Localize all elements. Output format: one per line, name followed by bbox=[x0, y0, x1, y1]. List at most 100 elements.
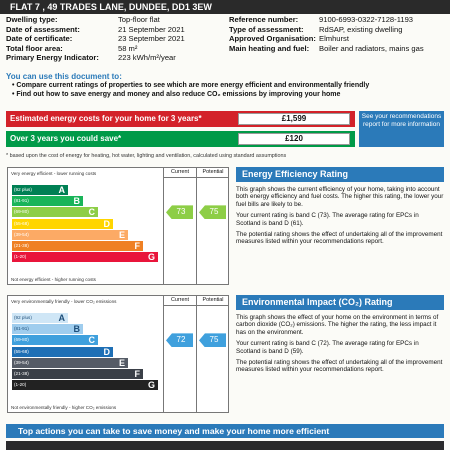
property-info-left: Dwelling type: Top-floor flat Date of ass… bbox=[6, 15, 218, 63]
info-row: Date of assessment: 21 September 2021 bbox=[6, 25, 218, 35]
recommendations-box: See your recommendations report for more… bbox=[359, 111, 444, 147]
info-key: Date of certificate: bbox=[6, 34, 73, 43]
rating-band-f: (21-38) F bbox=[12, 369, 143, 379]
chart-top-caption: Very environmentally friendly - lower CO… bbox=[11, 299, 117, 304]
band-range: (69-80) bbox=[14, 209, 29, 215]
potential-rating-arrow: 75 bbox=[199, 205, 226, 220]
info-key: Approved Organisation: bbox=[229, 34, 316, 43]
band-range: (1-20) bbox=[14, 382, 27, 388]
property-info-right: Reference number: 9100-6993-0322-7128-119… bbox=[229, 15, 447, 53]
info-value: 9100-6993-0322-7128-1193 bbox=[319, 15, 414, 24]
info-key: Main heating and fuel: bbox=[229, 43, 310, 53]
info-value: Elmhurst bbox=[319, 34, 349, 43]
column-divider bbox=[196, 296, 197, 412]
column-divider bbox=[163, 168, 164, 284]
panel-paragraph: Your current rating is band C (73). The … bbox=[236, 212, 419, 227]
panel-paragraph: Your current rating is band C (72). The … bbox=[236, 340, 419, 355]
savings-label: Over 3 years you could save* bbox=[10, 134, 122, 143]
energy-efficiency-chart: Very energy efficient - lower running co… bbox=[7, 167, 229, 285]
info-key: Dwelling type: bbox=[6, 15, 58, 24]
panel-title: Environmental Impact (CO₂) Rating bbox=[236, 295, 444, 310]
header-divider bbox=[163, 177, 228, 178]
panel-title: Energy Efficiency Rating bbox=[236, 167, 444, 182]
use-document-bullets: • Compare current ratings of properties … bbox=[12, 82, 369, 99]
energy-efficiency-panel: Energy Efficiency Rating This graph show… bbox=[236, 167, 444, 246]
potential-rating-arrow: 75 bbox=[199, 333, 226, 348]
info-row: Main heating and fuel: Boiler and radiato… bbox=[229, 44, 447, 54]
rating-band-c: (69-80) C bbox=[12, 335, 98, 346]
band-range: (39-54) bbox=[14, 359, 29, 365]
table-header-strip bbox=[6, 441, 444, 450]
info-key: Type of assessment: bbox=[229, 24, 304, 34]
rating-band-a: (92 plus) A bbox=[12, 185, 68, 195]
chart-bottom-caption: Not energy efficient - higher running co… bbox=[11, 277, 96, 282]
current-column-header: Current bbox=[171, 297, 189, 303]
panel-paragraph: The potential rating shows the effect of… bbox=[236, 231, 443, 246]
band-range: (21-38) bbox=[14, 243, 29, 248]
band-range: (69-80) bbox=[14, 337, 29, 343]
info-row: Primary Energy Indicator: 223 kWh/m²/year bbox=[6, 53, 218, 63]
panel-paragraph: This graph shows the current efficiency … bbox=[236, 186, 444, 208]
environmental-impact-panel: Environmental Impact (CO₂) Rating This g… bbox=[236, 295, 444, 374]
info-value: 23 September 2021 bbox=[118, 34, 185, 43]
savings-row: Over 3 years you could save* £120 bbox=[6, 131, 355, 147]
band-letter: A bbox=[58, 185, 66, 195]
band-range: (81-91) bbox=[14, 326, 29, 332]
chart-top-caption: Very energy efficient - lower running co… bbox=[11, 171, 97, 176]
band-letter: F bbox=[134, 369, 141, 379]
band-letter: E bbox=[118, 229, 125, 240]
potential-column-header: Potential bbox=[202, 169, 224, 175]
band-letter: A bbox=[58, 313, 66, 323]
band-range: (55-68) bbox=[14, 348, 29, 354]
cost-footnote: * based upon the cost of energy for heat… bbox=[6, 153, 287, 159]
top-actions-title: Top actions you can take to save money a… bbox=[6, 424, 444, 438]
rating-band-b: (81-91) B bbox=[12, 324, 83, 335]
band-range: (55-68) bbox=[14, 220, 29, 226]
info-value: 21 September 2021 bbox=[118, 24, 185, 34]
panel-paragraph: The potential rating shows the effect of… bbox=[236, 359, 443, 374]
rating-band-g: (1-20) G bbox=[12, 380, 158, 391]
info-value: Boiler and radiators, mains gas bbox=[319, 43, 424, 53]
info-row: Reference number: 9100-6993-0322-7128-119… bbox=[229, 15, 447, 25]
rating-band-c: (69-80) C bbox=[12, 207, 98, 218]
info-row: Dwelling type: Top-floor flat bbox=[6, 15, 218, 25]
info-row: Date of certificate: 23 September 2021 bbox=[6, 34, 218, 44]
use-document-title: You can use this document to: bbox=[6, 72, 122, 81]
info-row: Approved Organisation: Elmhurst bbox=[229, 34, 447, 44]
bullet-item: • Find out how to save energy and money … bbox=[12, 90, 341, 98]
band-range: (92 plus) bbox=[14, 315, 32, 320]
info-key: Primary Energy Indicator: bbox=[6, 53, 99, 62]
info-row: Type of assessment: RdSAP, existing dwell… bbox=[229, 25, 447, 35]
band-letter: D bbox=[103, 346, 111, 357]
band-letter: C bbox=[88, 335, 96, 346]
band-letter: B bbox=[73, 196, 81, 207]
band-letter: G bbox=[147, 252, 155, 263]
estimated-cost-row: Estimated energy costs for your home for… bbox=[6, 111, 355, 127]
info-row: Total floor area: 58 m² bbox=[6, 44, 218, 54]
panel-paragraph: This graph shows the effect of your home… bbox=[236, 314, 439, 336]
rating-band-a: (92 plus) A bbox=[12, 313, 68, 323]
band-letter: D bbox=[103, 218, 111, 229]
rating-band-f: (21-38) F bbox=[12, 241, 143, 251]
band-letter: G bbox=[147, 380, 155, 391]
rating-band-d: (55-68) D bbox=[12, 346, 113, 357]
column-divider bbox=[163, 296, 164, 412]
band-range: (1-20) bbox=[14, 254, 27, 260]
band-range: (81-91) bbox=[14, 198, 29, 204]
rating-band-b: (81-91) B bbox=[12, 196, 83, 207]
rating-band-d: (55-68) D bbox=[12, 218, 113, 229]
info-key: Total floor area: bbox=[6, 43, 63, 53]
rating-band-e: (39-54) E bbox=[12, 229, 128, 240]
bullet-text: Compare current ratings of properties to… bbox=[16, 82, 370, 89]
estimated-cost-value: £1,599 bbox=[238, 113, 350, 125]
band-letter: F bbox=[134, 241, 141, 251]
estimated-cost-label: Estimated energy costs for your home for… bbox=[10, 114, 202, 123]
current-column-header: Current bbox=[171, 169, 189, 175]
info-key: Date of assessment: bbox=[6, 24, 80, 34]
bullet-text: Find out how to save energy and money an… bbox=[16, 90, 341, 98]
environmental-impact-chart: Very environmentally friendly - lower CO… bbox=[7, 295, 229, 413]
band-range: (21-38) bbox=[14, 371, 29, 376]
band-range: (92 plus) bbox=[14, 187, 32, 192]
band-letter: B bbox=[73, 324, 81, 335]
